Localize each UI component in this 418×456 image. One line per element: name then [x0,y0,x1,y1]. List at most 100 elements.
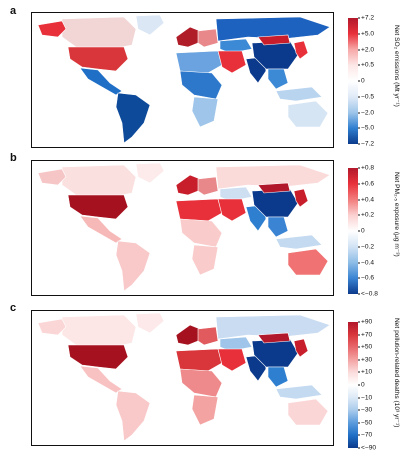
region-mongolia [257,182,291,194]
colorbar-tick-label: −70 [357,431,373,439]
colorbar-deaths [348,322,358,448]
region-eastern-europe [197,176,219,196]
region-eastern-europe [197,326,219,346]
region-southeast-asia [267,68,289,90]
region-alaska [37,318,67,336]
region-southeast-asia [267,366,289,388]
colorbar-tick-label: +2.0 [357,46,375,53]
colorbar-tick-label: −30 [357,406,373,414]
region-sub-saharan-africa [179,70,223,100]
colorbar-tick-label: −0.6 [357,274,375,282]
region-australia [287,100,329,128]
colorbar-tick-label: 0 [358,381,365,389]
panel-letter-b: b [10,152,17,164]
region-mexico-central-america [79,67,123,96]
region-russia-central-asia [215,164,331,190]
map-pm25-exposure [31,160,334,296]
region-china [251,338,299,368]
colorbar-tick-label: 0 [358,227,365,235]
region-usa [67,194,129,220]
region-southeast-asia [267,216,289,238]
panel-letter-a: a [10,5,17,17]
region-sub-saharan-africa [179,218,223,248]
region-greenland [135,312,165,334]
colorbar-tick-label: +70 [357,331,373,339]
region-southern-africa [191,96,219,128]
region-china [251,188,299,218]
region-mexico-central-america [79,215,123,244]
colorbar-tick-label: +7.2 [357,14,375,22]
panel-letter-c: c [10,302,17,314]
world-map-svg [37,312,331,442]
colorbar-ticks-so2: +7.2 +5.0 +2.0 +0.5 0 −0.5 −2.0 −5.0 −7.2 [357,14,387,148]
colorbar-tick-label: +0.2 [357,211,375,219]
colorbar-tick-label: −0.4 [357,259,375,266]
region-south-america [115,390,151,442]
region-usa [67,46,129,72]
region-southern-africa [191,244,219,276]
colorbar-tick-label: −0.2 [357,243,375,251]
colorbar-label-so2: Net SO₂ emissions (Mt yr⁻¹) [393,25,400,107]
region-japan-korea [293,40,309,60]
region-middle-east [217,50,247,74]
region-alaska [37,20,67,38]
region-japan-korea [293,338,309,358]
region-western-europe [175,324,201,346]
region-mongolia [257,34,291,46]
region-indonesia-pacific [275,384,323,400]
region-russia-central-asia [215,314,331,340]
colorbar-tick-label: +90 [357,318,373,326]
region-indonesia-pacific [275,234,323,250]
region-western-europe [175,26,201,48]
map-so2-emissions [31,12,334,148]
colorbar-tick-label: −5.0 [357,124,375,132]
region-north-africa [175,348,223,372]
region-alaska [37,168,67,186]
region-mexico-central-america [79,365,123,394]
region-north-africa [175,50,223,74]
colorbar-tick-label: +0.4 [357,196,375,203]
colorbar-tick-label: −50 [357,419,373,427]
colorbar-label-pm25: Net PM₂.₅ exposure (μg m⁻³) [393,172,400,257]
region-usa [67,344,129,370]
world-map-svg [37,14,331,144]
region-south-america [115,240,151,292]
colorbar-tick-label: +0.5 [357,61,375,69]
region-middle-east [217,198,247,222]
region-middle-east [217,348,247,372]
region-australia [287,398,329,426]
colorbar-ticks-deaths: +90 +70 +50 +30 +10 0 −10 −30 −50 −70 <−90 [357,318,387,452]
colorbar-tick-label: +5.0 [357,30,375,38]
colorbar-tick-label: +10 [357,368,373,376]
region-sub-saharan-africa [179,368,223,398]
colorbar-tick-label: −10 [357,394,373,402]
colorbar-tick-label: +30 [357,356,373,364]
region-western-europe [175,174,201,196]
colorbar-label-deaths: Net pollution-related deaths (10³ yr⁻¹) [393,318,400,428]
colorbar-tick-label: −0.5 [357,93,375,101]
colorbar-tick-label: 0 [358,77,365,85]
region-indonesia-pacific [275,86,323,102]
colorbar-tick-label: <−90 [357,444,377,452]
colorbar-tick-label: +0.6 [357,180,375,188]
region-australia [287,248,329,276]
region-china [251,40,299,70]
region-russia-central-asia [215,16,331,42]
world-map-svg [37,162,331,292]
region-canada [61,16,137,50]
colorbar-ticks-pm25: +0.8 +0.6 +0.4 +0.2 0 −0.2 −0.4 −0.6 <−0.8 [357,164,387,298]
colorbar-so2 [348,18,358,144]
colorbar-tick-label: −2.0 [357,109,375,116]
region-southern-africa [191,394,219,426]
region-canada [61,314,137,348]
region-greenland [135,14,165,36]
colorbar-pm25 [348,168,358,294]
map-pollution-deaths [31,310,334,446]
region-japan-korea [293,188,309,208]
region-eastern-europe [197,28,219,48]
colorbar-tick-label: +0.8 [357,164,375,172]
colorbar-tick-label: −7.2 [357,140,375,148]
region-greenland [135,162,165,184]
region-north-africa [175,198,223,222]
colorbar-tick-label: <−0.8 [358,290,378,298]
